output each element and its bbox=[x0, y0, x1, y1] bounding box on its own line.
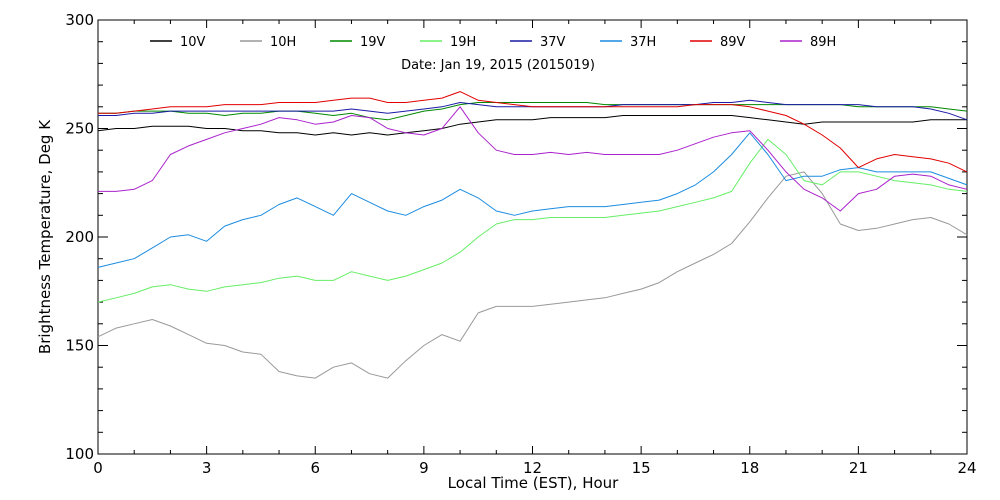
series-line-10h bbox=[97, 171, 968, 379]
legend-label: 37V bbox=[540, 35, 566, 50]
x-tick-label: 9 bbox=[419, 459, 429, 477]
series-line-89h bbox=[98, 106, 968, 212]
axis-ticks: 0 3 6 9 12 15 18 21 24 100 150 200 250 300 bbox=[65, 11, 976, 477]
series-line-19h bbox=[97, 138, 968, 303]
legend-label: 89V bbox=[720, 35, 746, 50]
y-tick-label: 250 bbox=[65, 120, 94, 138]
x-tick-label: 3 bbox=[202, 459, 212, 477]
plot-frame bbox=[97, 19, 968, 455]
x-tick-label: 24 bbox=[957, 459, 976, 477]
legend-label: 19V bbox=[360, 35, 386, 50]
legend-label: 89H bbox=[810, 35, 836, 50]
x-tick-label: 18 bbox=[740, 459, 759, 477]
legend-label: 19H bbox=[450, 35, 476, 50]
x-tick-label: 15 bbox=[632, 459, 651, 477]
y-tick-label: 300 bbox=[65, 11, 94, 29]
series-line-89v bbox=[98, 91, 968, 173]
y-tick-label: 100 bbox=[65, 445, 94, 463]
series-line-37h bbox=[97, 132, 968, 268]
series-line-37v bbox=[98, 99, 968, 121]
x-tick-label: 21 bbox=[849, 459, 868, 477]
x-tick-label: 12 bbox=[523, 459, 542, 477]
legend-label: 37H bbox=[630, 35, 656, 50]
legend-label: 10V bbox=[180, 35, 206, 50]
legend: 10V 10H 19V 19H 37V 37H 89V 89H bbox=[150, 35, 836, 50]
y-axis-title: Brightness Temperature, Deg K bbox=[36, 119, 54, 354]
chart-subtitle: Date: Jan 19, 2015 (2015019) bbox=[401, 58, 595, 73]
x-axis-title: Local Time (EST), Hour bbox=[448, 474, 619, 492]
series-lines bbox=[97, 91, 968, 379]
series-line-10v bbox=[97, 115, 967, 136]
y-tick-label: 200 bbox=[65, 228, 94, 246]
legend-label: 10H bbox=[270, 35, 296, 50]
x-tick-label: 6 bbox=[310, 459, 320, 477]
y-tick-label: 150 bbox=[65, 337, 94, 355]
x-tick-label: 0 bbox=[93, 459, 103, 477]
